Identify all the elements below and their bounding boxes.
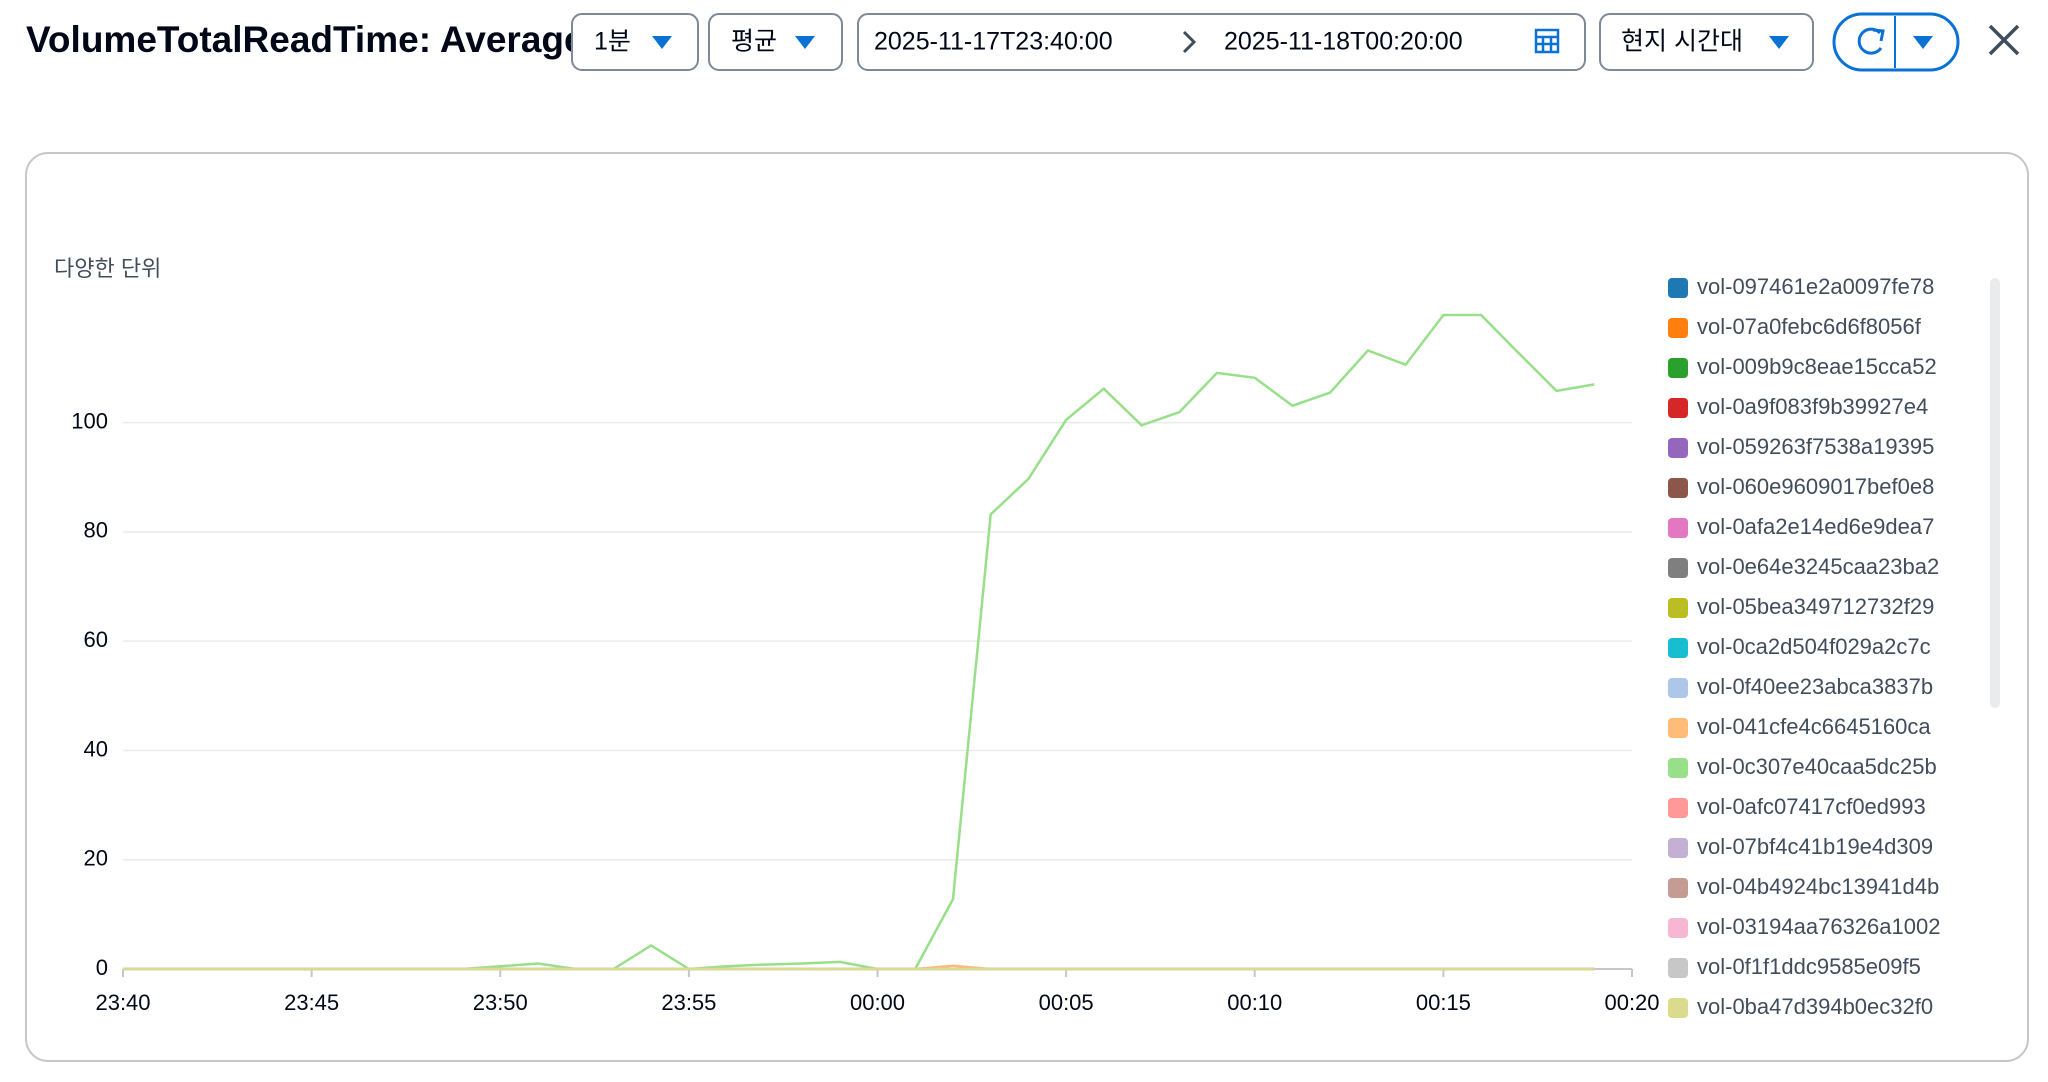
legend-swatch [1668,638,1688,658]
statistic-button[interactable] [708,13,843,71]
legend-swatch [1668,478,1688,498]
timezone-button[interactable] [1599,13,1814,71]
refresh-arrow [1872,28,1885,42]
legend: vol-097461e2a0097fe78 vol-07a0febc6d6f805… [1668,274,1940,1019]
legend-swatch [1668,958,1688,978]
legend-label: vol-07a0febc6d6f8056f [1697,314,1922,339]
period-button[interactable] [571,13,699,71]
legend-label: vol-07bf4c41b19e4d309 [1697,834,1933,859]
legend-swatch [1668,558,1688,578]
legend-label: vol-041cfe4c6645160ca [1697,714,1931,739]
y-tick-label: 0 [96,955,108,980]
x-tick-label: 00:20 [1604,990,1659,1015]
legend-label: vol-0e64e3245caa23ba2 [1697,554,1939,579]
legend-swatch [1668,438,1688,458]
legend-swatch [1668,798,1688,818]
calendar-icon[interactable] [1534,28,1560,54]
legend-swatch [1668,878,1688,898]
start-date: 2025-11-17T23:40:00 [874,28,1113,56]
legend-swatch [1668,398,1688,418]
legend-label: vol-0ca2d504f029a2c7c [1697,634,1931,659]
timezone-label: 현지 시간대 [1621,28,1743,56]
legend-label: vol-0f1f1ddc9585e09f5 [1697,954,1921,979]
legend-label: vol-0f40ee23abca3837b [1697,674,1933,699]
chart-card [25,152,2029,1062]
x-tick-label: 23:55 [661,990,716,1015]
legend-label: vol-04b4924bc13941d4b [1697,874,1939,899]
plot: 0 20 40 60 80 100 23:40 23:45 23:50 23:55 00:00 00:… [71,313,1660,1015]
dropdown-icon [652,36,672,49]
calendar-frame [1534,28,1560,54]
statistic-label: 평균 [731,28,777,56]
refresh-group[interactable] [1832,12,1960,72]
legend-swatch [1668,718,1688,738]
legend-label: vol-009b9c8eae15cca52 [1697,354,1937,379]
period-select[interactable]: 1분 [571,13,699,71]
date-range[interactable]: 2025-11-17T23:40:00 2025-11-18T00:20:00 [857,13,1586,71]
timezone-select[interactable]: 현지 시간대 [1599,13,1814,71]
legend-label: vol-0ba47d394b0ec32f0 [1697,994,1933,1019]
y-tick-label: 40 [84,736,108,761]
legend-scrollbar[interactable] [1990,278,2000,708]
x-tick-label: 00:05 [1039,990,1094,1015]
dropdown-icon[interactable] [1913,36,1933,49]
legend-label: vol-059263f7538a19395 [1697,434,1934,459]
legend-label: vol-03194aa76326a1002 [1697,914,1940,939]
legend-swatch [1668,998,1688,1018]
legend-swatch [1668,278,1688,298]
legend-swatch [1668,518,1688,538]
y-axis-label: 다양한 단위 [54,256,161,281]
x-tick-label: 00:10 [1227,990,1282,1015]
legend-label: vol-060e9609017bef0e8 [1697,474,1934,499]
legend-swatch [1668,678,1688,698]
period-label: 1분 [594,28,631,56]
legend-swatch [1668,758,1688,778]
chart-title: VolumeTotalReadTime: Average [26,19,585,60]
y-tick-label: 20 [84,846,108,871]
legend-swatch [1668,918,1688,938]
legend-label: vol-05bea349712732f29 [1697,594,1934,619]
legend-label: vol-097461e2a0097fe78 [1697,274,1934,299]
close-button[interactable] [1988,24,2020,56]
calendar-grid [1536,35,1558,52]
legend-label: vol-0c307e40caa5dc25b [1697,754,1937,779]
dropdown-icon [795,36,815,49]
legend-label: vol-0a9f083f9b39927e4 [1697,394,1928,419]
legend-swatch [1668,838,1688,858]
legend-swatch [1668,358,1688,378]
date-range-input[interactable] [857,13,1586,71]
dropdown-icon [1769,36,1789,49]
legend-swatch [1668,598,1688,618]
x-tick-label: 00:00 [850,990,905,1015]
end-date: 2025-11-18T00:20:00 [1224,28,1463,56]
x-tick-label: 00:15 [1416,990,1471,1015]
x-tick-label: 23:40 [95,990,150,1015]
legend-label: vol-0afc07417cf0ed993 [1697,794,1926,819]
legend-swatch [1668,318,1688,338]
x-tick-label: 23:45 [284,990,339,1015]
statistic-select[interactable]: 평균 [708,13,843,71]
x-tick-label: 23:50 [473,990,528,1015]
y-tick-label: 100 [71,408,108,433]
y-tick-label: 60 [84,627,108,652]
y-tick-label: 80 [84,518,108,543]
legend-label: vol-0afa2e14ed6e9dea7 [1697,514,1934,539]
range-arrow [1182,30,1197,54]
